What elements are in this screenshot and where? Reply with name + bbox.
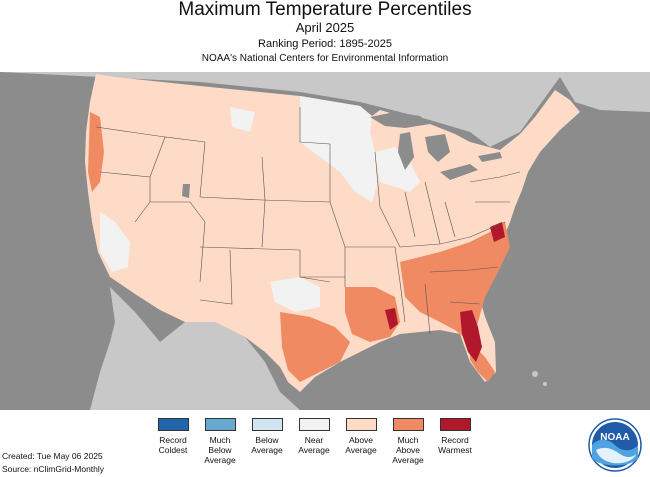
- legend-label: Much Above Average: [392, 435, 424, 465]
- region-record-warmest-florida: [460, 310, 482, 362]
- region-near-average-upper-midwest: [300, 96, 378, 202]
- lake-superior: [370, 112, 430, 128]
- lake-michigan: [398, 132, 414, 170]
- map-title: Maximum Temperature Percentiles: [178, 0, 472, 20]
- region-record-warmest-mississippi: [385, 308, 398, 330]
- organization: NOAA's National Centers for Environmenta…: [201, 53, 449, 64]
- noaa-logo-svg: NOAA: [588, 418, 642, 472]
- mexico-land: [90, 287, 300, 410]
- data-source: Source: nClimGrid-Monthly: [2, 464, 105, 474]
- legend-item-record-coldest: Record Coldest: [151, 418, 195, 455]
- legend-swatch: [392, 418, 424, 431]
- legend-label: Record Coldest: [158, 435, 188, 455]
- legend-item-much-above: Much Above Average: [386, 418, 430, 465]
- legend-item-record-warmest: Record Warmest: [433, 418, 477, 455]
- legend: Record Coldest Much Below Average Below …: [151, 418, 481, 474]
- lake-huron: [425, 134, 450, 162]
- created-date: Created: Tue May 06 2025: [2, 451, 103, 461]
- map-period: April 2025: [295, 20, 355, 35]
- legend-label: Much Below Average: [204, 435, 236, 465]
- region-near-average-montana: [230, 107, 255, 132]
- region-near-average-texas: [270, 277, 320, 312]
- legend-swatch: [439, 418, 471, 431]
- region-near-average-great-lakes: [375, 147, 420, 192]
- region-much-above-south-texas: [280, 312, 350, 382]
- legend-label: Below Average: [251, 435, 283, 455]
- canada-land: [0, 72, 650, 147]
- lake-ontario: [478, 152, 502, 162]
- legend-item-much-below: Much Below Average: [198, 418, 242, 465]
- map-header: Maximum Temperature Percentiles April 20…: [0, 0, 650, 65]
- legend-label: Near Average: [298, 435, 330, 455]
- island-bahamas-2: [543, 382, 547, 386]
- legend-item-above: Above Average: [339, 418, 383, 455]
- legend-label: Record Warmest: [438, 435, 472, 455]
- island-bahamas: [532, 371, 538, 377]
- region-much-above-lower-mississippi: [345, 287, 400, 342]
- state-borders: [95, 107, 521, 335]
- legend-label: Above Average: [345, 435, 377, 455]
- noaa-logo: NOAA: [588, 418, 642, 472]
- great-salt-lake: [182, 184, 190, 198]
- noaa-logo-text: NOAA: [600, 432, 629, 443]
- us-map-svg: [0, 72, 650, 410]
- legend-swatch: [251, 418, 283, 431]
- legend-swatch: [157, 418, 189, 431]
- region-near-average-california: [100, 212, 130, 272]
- lake-erie: [440, 164, 478, 180]
- us-map: [0, 72, 650, 410]
- legend-item-below: Below Average: [245, 418, 289, 455]
- legend-swatch: [345, 418, 377, 431]
- legend-item-near: Near Average: [292, 418, 336, 455]
- legend-swatch: [298, 418, 330, 431]
- legend-swatch: [204, 418, 236, 431]
- ranking-period: Ranking Period: 1895-2025: [258, 38, 392, 50]
